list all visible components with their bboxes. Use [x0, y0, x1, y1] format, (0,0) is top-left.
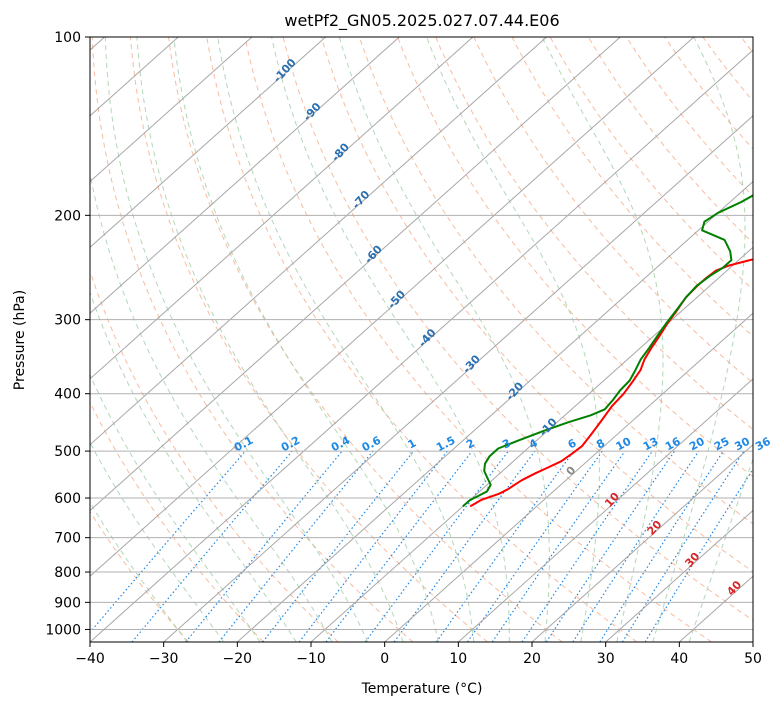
mixing-ratio-line [435, 450, 575, 642]
x-tick-label: 30 [597, 651, 615, 667]
axes: −40 −30 −20 −10 0 10 20 30 40 50 100 200 300 400 500 60… [45, 30, 762, 667]
plot-frame [89, 36, 754, 643]
dry-adiabat [91, 37, 414, 642]
isotherm-line [90, 37, 474, 380]
moist-adiabat [104, 37, 369, 642]
dry-adiabat [90, 510, 190, 642]
moist-adiabat [90, 171, 333, 642]
mixing-ratio-label: 10 [614, 435, 634, 454]
y-tick-label: 300 [54, 313, 81, 329]
y-tick-label: 1000 [45, 622, 81, 638]
chart-title: wetPf2_GN05.2025.027.07.44.E06 [284, 11, 559, 31]
x-tick-label: 40 [670, 651, 688, 667]
y-tick-label: 200 [54, 208, 81, 224]
dry-adiabat [358, 37, 753, 525]
mixing-ratio-label: 16 [663, 435, 683, 454]
mixing-ratio-line [185, 450, 343, 642]
x-tick-label: 20 [523, 651, 541, 667]
x-tick-label: −40 [75, 651, 105, 667]
mixing-ratio-line [599, 450, 724, 642]
x-tick-label: 0 [380, 651, 389, 667]
moist-adiabat [271, 37, 510, 642]
isotherm-line [90, 37, 400, 314]
mixing-ratio-line [572, 450, 700, 642]
x-tick-label: −30 [149, 651, 179, 667]
mixing-ratio-line [364, 450, 509, 642]
moist-adiabat [217, 37, 475, 642]
isotherm-line [236, 180, 753, 642]
dry-adiabat [168, 37, 563, 642]
pressure-grid [90, 37, 753, 630]
y-tick-label: 700 [54, 531, 81, 547]
dry-adiabat [90, 269, 339, 642]
isotherm-line [163, 115, 753, 642]
isotherm-line [310, 246, 753, 642]
mixing-ratio-label: 13 [641, 435, 661, 454]
isotherm-line [605, 509, 753, 642]
y-tick-label: 900 [54, 595, 81, 611]
x-tick-label: 10 [449, 651, 467, 667]
dry-adiabat [473, 37, 753, 384]
x-tick-label: −10 [296, 651, 326, 667]
x-tick-label: −20 [223, 651, 253, 667]
dry-adiabat [282, 37, 753, 621]
dry-adiabat [244, 37, 712, 642]
dry-adiabat [320, 37, 753, 573]
isotherm-line [90, 37, 326, 249]
y-axis-title: Pressure (hPa) [12, 290, 28, 390]
mixing-ratio-line [467, 450, 603, 642]
reference-lines [90, 37, 753, 642]
moist-adiabat [338, 37, 550, 642]
mixing-ratio-line [491, 450, 626, 642]
isotherm-line [457, 378, 753, 642]
mixing-ratio-line [521, 450, 653, 642]
mixing-ratio-line [545, 450, 675, 642]
x-tick-label: 50 [744, 651, 762, 667]
mixing-ratio-label: 30 [732, 435, 752, 454]
moist-adiabat [652, 37, 746, 642]
mixing-ratio-label: 36 [753, 435, 773, 454]
moist-adiabat [136, 37, 404, 642]
x-axis-title: Temperature (°C) [361, 681, 483, 697]
isotherm-line [90, 49, 753, 642]
mixing-ratio-line [325, 450, 473, 642]
dewpoint-profile-line [462, 194, 753, 508]
isotherm-line [90, 37, 547, 446]
moist-adiabat [688, 457, 753, 642]
y-tick-label: 600 [54, 491, 81, 507]
y-tick-label: 800 [54, 565, 81, 581]
mixing-ratio-line [218, 450, 374, 642]
y-tick-label: 500 [54, 444, 81, 460]
dry-adiabat [549, 37, 753, 291]
dry-adiabat [130, 37, 488, 642]
moist-adiabat [90, 441, 225, 642]
mixing-ratio-label: 25 [712, 435, 732, 454]
isotherm-line [384, 312, 753, 642]
mixing-ratio-label: 20 [687, 435, 707, 454]
dry-adiabat [511, 37, 753, 337]
moist-adiabat [90, 373, 261, 642]
mixing-ratio-line [621, 450, 745, 642]
isotherm-line [90, 37, 621, 512]
y-tick-label: 400 [54, 387, 81, 403]
isotherm-line [90, 37, 253, 183]
isotherm-line [531, 444, 753, 642]
y-tick-label: 100 [54, 30, 81, 46]
profile-lines [462, 194, 753, 508]
isotherm-line [90, 37, 695, 577]
